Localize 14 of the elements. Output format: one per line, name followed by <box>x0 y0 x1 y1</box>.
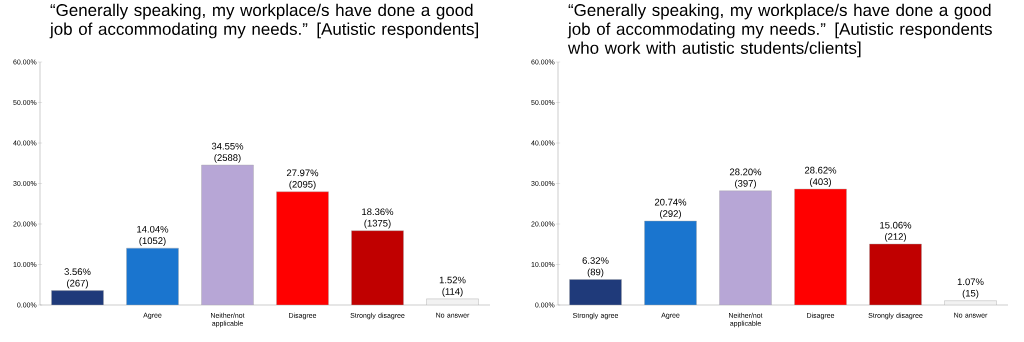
data-label: 15.06% (212) <box>880 221 912 242</box>
data-label: 1.07% (15) <box>957 278 984 299</box>
data-label: 28.20% (397) <box>729 168 762 189</box>
data-label: 34.55% (2588) <box>211 142 244 163</box>
data-label: 1.52% (114) <box>439 276 466 297</box>
data-label: 18.36% (1375) <box>362 208 394 229</box>
chart-title: “Generally speaking, my workplace/s have done a good job of accommodating my needs.” [Autistic respondents who work with autistic students/clients] <box>567 3 992 58</box>
data-label: 27.97% (2095) <box>286 169 319 190</box>
data-label: 20.74% (292) <box>654 198 687 219</box>
data-label: 3.56% (267) <box>64 268 91 289</box>
data-label: 14.04% (1052) <box>137 225 169 246</box>
data-label: 28.62% (403) <box>804 166 837 187</box>
data-label: 6.32% (89) <box>582 257 609 278</box>
chart-title: “Generally speaking, my workplace/s have done a good job of accommodating my needs.” [Autistic respondents] <box>49 3 478 39</box>
